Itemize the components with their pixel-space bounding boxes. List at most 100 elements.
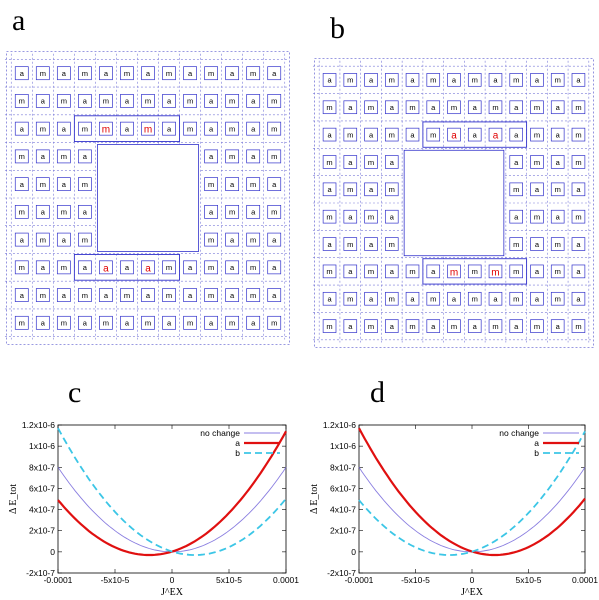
cell-box [267,121,282,136]
lattice-cell: m [550,182,565,197]
cell-label: a [62,180,67,189]
cell-box [99,94,113,108]
cell-box [78,177,92,192]
lattice-cell: a [78,204,92,219]
cell-box [343,264,358,279]
panel-label-b: b [330,12,345,45]
cell-box [550,155,565,169]
cell-box [246,260,261,275]
y-tick-label: 0 [351,547,356,557]
cell-box [120,315,134,330]
lattice-cell: m [183,121,197,136]
cell-label: a [431,322,436,331]
y-tick-label: 1.2x10-6 [22,420,55,430]
lattice-cell: a [571,291,586,306]
lattice-cell: m [343,237,358,251]
legend-label: a [534,438,539,448]
cell-label: a [410,76,415,85]
lattice-cell: m [426,127,441,142]
lattice-cell: m [530,100,544,115]
lattice-cell: m [343,127,358,142]
cell-label: a [103,263,109,274]
cell-label: a [167,124,172,133]
lattice-cell: a [571,182,586,197]
lattice-cell: m [204,288,218,302]
lattice-cell: m [467,264,482,279]
lattice-cell: a [550,100,565,115]
cell-box [467,264,482,279]
cell-label: a [369,240,374,249]
y-axis-label: Δ E_tot [8,484,19,514]
cell-box [405,127,420,142]
cell-label: m [187,319,193,328]
cell-box [426,73,441,87]
lattice-cell: a [120,121,134,136]
cell-label: m [82,235,88,244]
lattice-cell: a [246,315,261,330]
cell-box [267,315,282,330]
lattice-cell: m [35,177,50,192]
cell-box [384,182,399,197]
cell-label: m [208,263,214,272]
lattice-cell: m [120,288,134,302]
cell-box [447,73,461,87]
lattice-cell: m [267,204,282,219]
x-tick-label: -0.0001 [345,575,374,585]
lattice-cell: a [322,237,337,251]
cell-label: a [230,235,235,244]
cell-label: m [472,267,478,276]
cell-box [14,66,29,81]
cell-box [343,291,358,306]
cell-label: m [430,76,436,85]
cell-box [343,155,358,169]
lattice-cell: a [56,177,71,192]
cell-label: a [251,319,256,328]
highlighted-cell: m [141,121,155,136]
lattice-cell: a [35,94,50,108]
x-tick-label: -5x10-5 [101,575,130,585]
cell-box [204,232,218,247]
lattice-cell: a [14,232,29,247]
cell-label: m [492,322,498,331]
lattice-cell: a [120,260,134,275]
lattice-cell: m [78,66,92,81]
lattice-cell: a [246,204,261,219]
cell-label: a [20,69,25,78]
cell-label: a [167,319,172,328]
cell-box [56,232,71,247]
cell-label: m [575,103,581,112]
cell-label: m [347,76,353,85]
cell-box [467,291,482,306]
lattice-cell: m [246,288,261,302]
cell-label: a [369,130,374,139]
cell-box [204,177,218,192]
cell-label: a [390,103,395,112]
cell-box [225,288,240,302]
cell-box [509,319,524,333]
lattice-cell: m [467,291,482,306]
lattice-cell: a [447,73,461,87]
lattice-cell: m [35,121,50,136]
x-tick-label: 0 [470,575,475,585]
cell-box [364,209,378,224]
cell-label: m [166,291,172,300]
x-tick-label: 0 [170,575,175,585]
cell-label: m [326,158,332,167]
cell-label: a [209,208,214,217]
lattice-cell: a [550,209,565,224]
cell-label: a [327,240,332,249]
highlight-region [73,115,181,142]
cell-label: m [19,263,25,272]
cell-label: m [347,130,353,139]
lattice-cell: m [571,209,586,224]
cell-label: a [167,97,172,106]
cell-label: m [208,180,214,189]
lattice-cell: m [509,264,524,279]
cell-box [120,260,134,275]
cell-box [571,209,586,224]
cell-label: m [102,125,110,136]
cell-box [488,264,503,279]
cell-label: a [20,291,25,300]
lattice-cell: a [322,73,337,87]
cell-label: m [271,319,277,328]
